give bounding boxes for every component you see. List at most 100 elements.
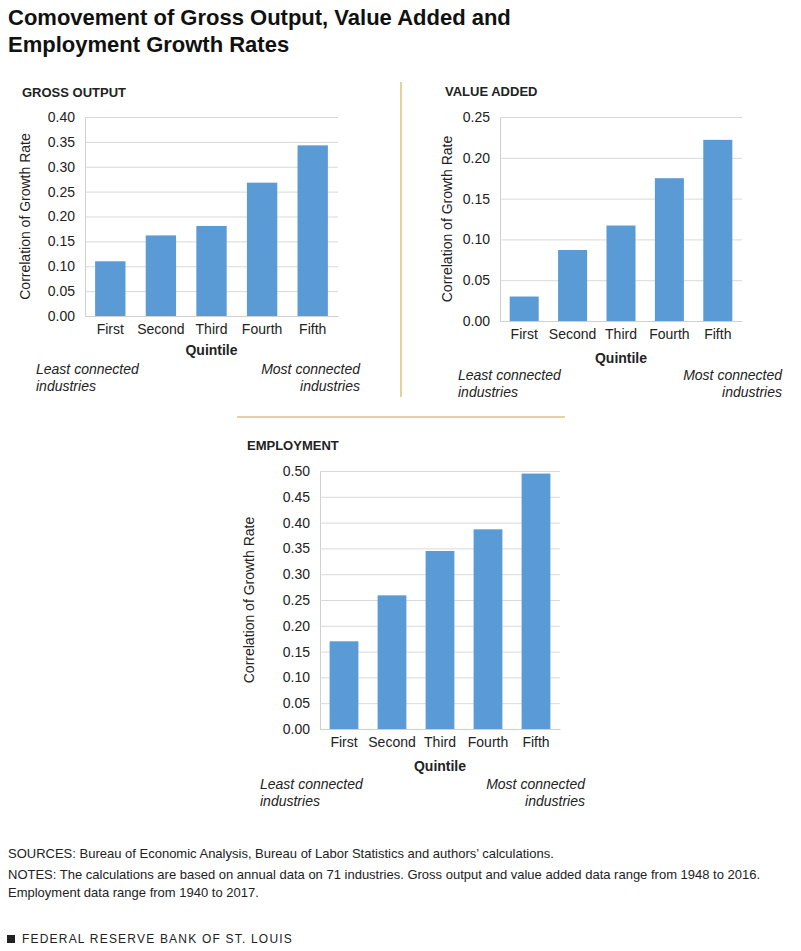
- y-tick: 0.40: [283, 515, 560, 531]
- x-tick-label: Third: [605, 326, 637, 342]
- y-tick-label: 0.00: [48, 308, 75, 324]
- y-tick-label: 0.25: [463, 109, 490, 125]
- y-tick: 0.00: [48, 308, 338, 324]
- grid-line: [500, 117, 742, 118]
- y-tick: 0.00: [463, 313, 742, 329]
- chart-title: VALUE ADDED: [445, 84, 537, 99]
- x-tick-label: Fourth: [468, 734, 508, 750]
- x-axis-title: Quintile: [414, 758, 466, 774]
- y-tick: 0.35: [283, 540, 560, 556]
- x-tick: Third: [196, 316, 228, 337]
- x-tick: First: [330, 729, 357, 750]
- annotation: Least connected industries: [260, 776, 390, 810]
- notes: NOTES: The calculations are based on ann…: [8, 866, 788, 902]
- y-tick-label: 0.05: [283, 695, 310, 711]
- x-tick-label: Second: [549, 326, 596, 342]
- x-tick-label: Fifth: [299, 321, 326, 337]
- y-tick: 0.00: [283, 721, 560, 737]
- y-tick: 0.40: [48, 109, 338, 125]
- bar: [426, 551, 455, 729]
- bar: [146, 235, 176, 316]
- annotation: Least connected industries: [458, 367, 588, 401]
- x-tick: Fifth: [704, 321, 731, 342]
- x-tick: Fifth: [299, 316, 326, 337]
- y-tick: 0.30: [283, 566, 560, 582]
- y-tick: 0.05: [48, 283, 338, 299]
- y-tick: 0.05: [463, 272, 742, 288]
- y-tick: 0.05: [283, 695, 560, 711]
- y-tick: 0.15: [463, 191, 742, 207]
- y-tick-label: 0.40: [283, 515, 310, 531]
- y-axis-line: [501, 118, 743, 322]
- y-tick-label: 0.05: [463, 272, 490, 288]
- bar: [95, 261, 125, 316]
- annotation: Most connected industries: [652, 367, 782, 401]
- x-axis-line: [501, 321, 743, 322]
- bar: [196, 226, 226, 316]
- bar: [655, 178, 684, 321]
- x-tick: Fifth: [522, 729, 549, 750]
- y-tick-label: 0.30: [48, 159, 75, 175]
- y-tick-label: 0.10: [48, 258, 75, 274]
- annotation: Most connected industries: [455, 776, 585, 810]
- y-tick: 0.10: [283, 669, 560, 685]
- y-tick-label: 0.35: [283, 540, 310, 556]
- y-tick-label: 0.25: [283, 592, 310, 608]
- bars: [330, 474, 551, 729]
- x-tick: Third: [424, 729, 456, 750]
- y-axis-title: Correlation of Growth Rate: [17, 133, 33, 300]
- x-tick-label: Fifth: [704, 326, 731, 342]
- y-tick: 0.35: [48, 134, 338, 150]
- y-tick: 0.15: [283, 644, 560, 660]
- separator: [237, 417, 565, 418]
- y-tick-label: 0.50: [283, 463, 310, 479]
- sources: SOURCES: Bureau of Economic Analysis, Bu…: [8, 845, 788, 863]
- bar: [558, 250, 587, 321]
- bar: [474, 529, 503, 729]
- x-axis-line: [321, 729, 561, 730]
- y-tick-label: 0.20: [463, 150, 490, 166]
- y-tick: 0.10: [48, 258, 338, 274]
- y-tick: 0.25: [463, 109, 742, 125]
- x-tick: Fourth: [649, 321, 689, 342]
- y-tick-label: 0.30: [283, 566, 310, 582]
- grid-line: [320, 471, 560, 472]
- y-axis: 0.000.050.100.150.200.25: [463, 109, 742, 329]
- y-tick-label: 0.40: [48, 109, 75, 125]
- chart: EMPLOYMENT 0.00 0.05 0.10 0.15 0.20 0.25 0.30 0.…: [241, 438, 561, 774]
- y-axis: 0.000.050.100.150.200.250.300.350.40: [48, 109, 338, 324]
- y-axis-line: [321, 472, 561, 730]
- y-tick: 0.20: [48, 208, 338, 224]
- title: Comovement of Gross Output, Value Added …: [8, 4, 568, 58]
- bar: [378, 595, 407, 729]
- x-tick: Second: [549, 321, 596, 342]
- chart-title: EMPLOYMENT: [247, 438, 339, 453]
- footer: FEDERAL RESERVE BANK OF ST. LOUIS: [22, 932, 293, 946]
- y-axis-line: [86, 118, 339, 317]
- grid-line: [85, 316, 338, 317]
- y-axis: 0.000.050.100.150.200.250.300.350.400.45…: [283, 463, 560, 737]
- x-tick-label: Third: [196, 321, 228, 337]
- bar: [606, 226, 635, 321]
- x-axis: FirstSecondThirdFourthFifth: [501, 321, 743, 342]
- footer-square: [7, 935, 15, 943]
- chart: VALUE ADDED0.000.050.100.150.200.25First…: [439, 84, 743, 366]
- y-tick: 0.20: [283, 618, 560, 634]
- bar: [330, 641, 359, 729]
- chart: GROSS OUTPUT0.000.050.100.150.200.250.30…: [17, 85, 339, 358]
- x-tick: Second: [137, 316, 184, 337]
- x-tick-label: Fourth: [242, 321, 282, 337]
- bars: [95, 145, 328, 316]
- x-tick-label: Second: [137, 321, 184, 337]
- x-tick-label: Third: [424, 734, 456, 750]
- x-axis-line: [86, 316, 339, 317]
- x-tick: Fourth: [468, 729, 508, 750]
- y-tick: 0.20: [463, 150, 742, 166]
- x-axis: FirstSecondThirdFourthFifth: [321, 729, 561, 750]
- y-tick-label: 0.35: [48, 134, 75, 150]
- bar: [298, 145, 328, 316]
- grid-line: [500, 321, 742, 322]
- grid-line: [85, 142, 338, 143]
- y-tick-label: 0.20: [283, 618, 310, 634]
- separator: [401, 82, 402, 397]
